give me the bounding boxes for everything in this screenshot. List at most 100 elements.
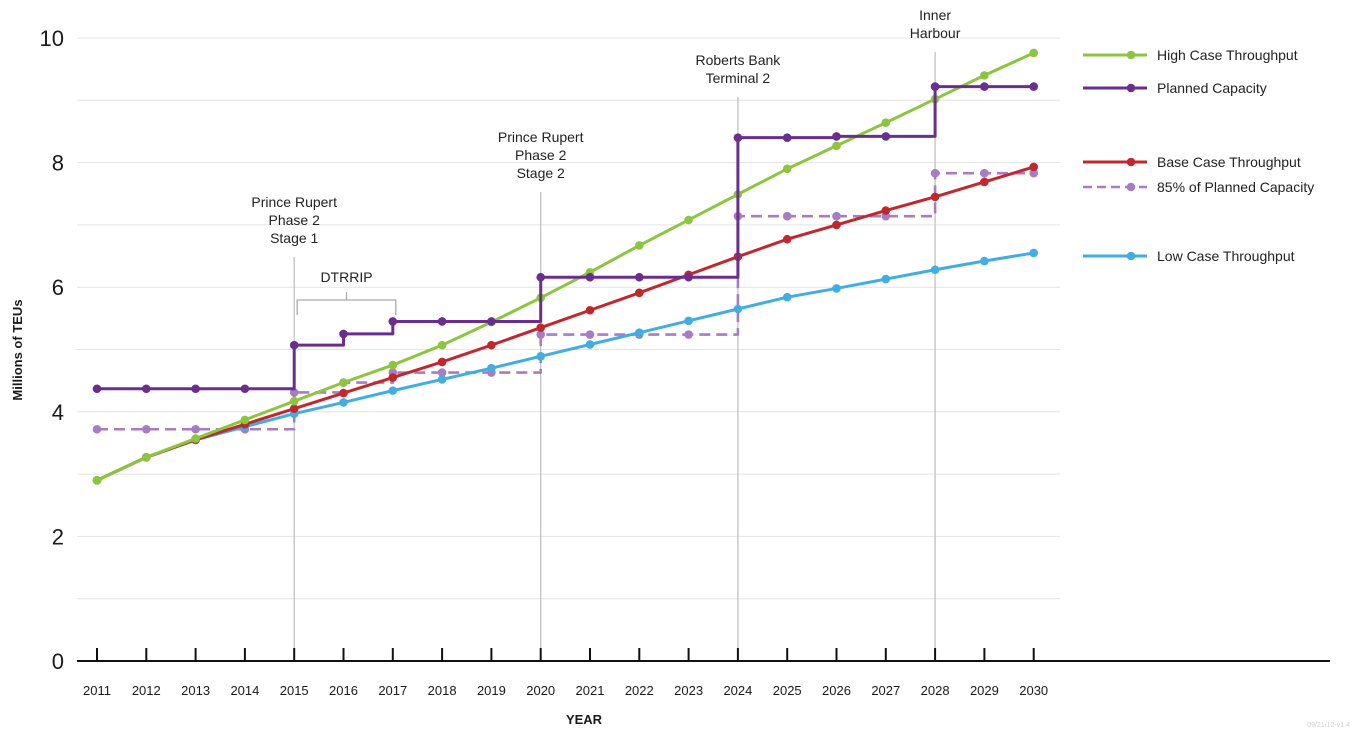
x-tick-label: 2020: [526, 683, 555, 698]
x-tick-label: 2024: [723, 683, 752, 698]
x-tick-label: 2015: [280, 683, 309, 698]
legend-swatch-marker: [1126, 157, 1136, 167]
data-point: [437, 357, 447, 367]
legend-item: Low Case Throughput: [1083, 248, 1295, 264]
data-point: [930, 82, 940, 91]
series-line: [97, 171, 1034, 431]
data-point: [684, 215, 693, 225]
legend-label: High Case Throughput: [1157, 47, 1298, 63]
legend-label: Low Case Throughput: [1157, 248, 1295, 264]
data-point: [92, 476, 102, 485]
data-point: [142, 384, 151, 394]
annotation-label: Stage 2: [517, 165, 565, 181]
data-point: [339, 398, 348, 407]
legend-item: Base Case Throughput: [1083, 154, 1301, 170]
data-point: [536, 272, 545, 282]
x-tick-label: 2029: [970, 683, 999, 698]
x-tick-label: 2019: [477, 683, 506, 698]
legend-swatch-marker: [1126, 182, 1136, 192]
data-point: [191, 424, 200, 434]
data-point: [980, 71, 989, 80]
data-point: [1029, 48, 1038, 58]
x-tick-label: 2028: [921, 683, 950, 698]
annotation-label: Inner: [919, 7, 951, 23]
data-point: [339, 388, 348, 398]
data-point: [536, 352, 545, 361]
data-point: [289, 404, 299, 413]
annotation-label: Roberts Bank: [695, 52, 781, 68]
x-tick-label: 2018: [428, 683, 457, 698]
data-point: [437, 368, 447, 377]
legend-swatch-marker: [1126, 251, 1136, 261]
dtrrip-bracket: [296, 292, 397, 315]
series-line: [96, 165, 1035, 482]
data-point: [733, 304, 743, 314]
annotation-label: Terminal 2: [706, 70, 771, 86]
annotation-label: Phase 2: [269, 212, 321, 228]
data-point: [980, 168, 989, 178]
data-point: [92, 424, 102, 434]
data-point: [487, 317, 496, 326]
x-tick-label: 2011: [83, 683, 111, 698]
data-point: [930, 192, 940, 202]
x-tick-label: 2017: [378, 683, 407, 698]
x-tick-label: 2026: [822, 683, 851, 698]
legend-item: High Case Throughput: [1083, 47, 1298, 63]
data-point: [289, 388, 299, 397]
data-point: [339, 329, 348, 339]
annotation-label: Prince Rupert: [251, 194, 337, 210]
data-point: [1029, 162, 1038, 172]
x-axis-title: YEAR: [566, 712, 603, 727]
data-point: [240, 415, 250, 425]
data-point: [832, 284, 841, 293]
data-point: [1029, 82, 1038, 91]
annotation-label: Prince Rupert: [498, 129, 584, 145]
data-point: [339, 378, 348, 387]
data-point: [980, 82, 989, 91]
annotation-label: Stage 1: [270, 230, 318, 246]
dtrrip-label: DTRRIP: [320, 269, 372, 285]
data-point: [635, 288, 644, 298]
data-point: [92, 384, 102, 394]
y-tick-label: 4: [52, 400, 64, 425]
footnote: 09/21/12-v1.4: [1307, 722, 1350, 729]
annotation-label: Harbour: [910, 25, 961, 41]
x-tick-label: 2025: [773, 683, 802, 698]
annotation-label: Phase 2: [515, 147, 567, 163]
data-point: [881, 118, 891, 128]
y-tick-label: 8: [52, 151, 64, 176]
data-point: [635, 328, 644, 337]
y-axis-title: Millions of TEUs: [10, 299, 25, 400]
legend-label: Base Case Throughput: [1157, 154, 1301, 170]
data-point: [536, 330, 545, 339]
y-tick-label: 2: [52, 524, 64, 549]
data-point: [782, 133, 792, 142]
y-tick-labels: 0 2 4 6 8 10: [40, 26, 64, 674]
data-point: [832, 141, 841, 151]
data-point: [240, 384, 250, 394]
legend-label: 85% of Planned Capacity: [1157, 179, 1314, 195]
data-point: [289, 396, 299, 406]
y-tick-label: 0: [52, 649, 64, 674]
data-point: [635, 241, 644, 250]
data-point: [437, 375, 447, 384]
data-point: [388, 386, 398, 395]
data-point: [388, 317, 398, 326]
data-point: [289, 340, 299, 350]
x-tick-label: 2023: [674, 683, 703, 698]
series-line: [96, 251, 1034, 482]
data-point: [585, 272, 595, 282]
x-tick-label: 2013: [181, 683, 210, 698]
data-point: [437, 340, 447, 350]
series-high-case-throughput: [92, 48, 1038, 485]
data-point: [388, 360, 398, 370]
data-point: [881, 206, 891, 215]
x-tick-label: 2012: [132, 683, 161, 698]
y-tick-label: 6: [52, 275, 64, 300]
legend-label: Planned Capacity: [1157, 80, 1267, 96]
legend-item: Planned Capacity: [1083, 80, 1267, 96]
data-point: [930, 168, 940, 178]
data-point: [684, 330, 693, 339]
data-point: [536, 323, 545, 332]
